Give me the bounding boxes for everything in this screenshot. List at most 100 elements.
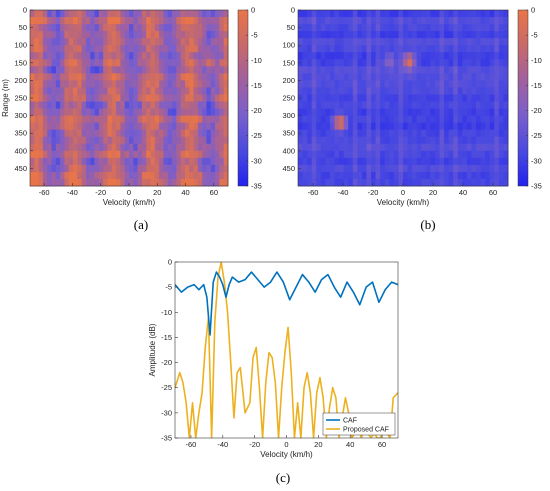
heatmap-cell (393, 73, 399, 81)
heatmap-cell (316, 157, 322, 166)
heatmap-cell (146, 45, 151, 53)
heatmap-cell (430, 136, 436, 145)
y-tick-label: -5 (165, 283, 172, 292)
heatmap-cell (361, 171, 367, 180)
heatmap-cell (407, 66, 413, 74)
y-tick-label: 400 (282, 146, 295, 155)
heatmap-cell (210, 136, 216, 145)
heatmap-cell (180, 38, 186, 46)
heatmap-cell (77, 73, 83, 81)
y-axis-label: Range (m) (1, 79, 10, 117)
colorbar-tick-label: 0 (531, 6, 535, 15)
heatmap-cell (343, 52, 349, 60)
heatmap-cell (434, 108, 440, 116)
heatmap-cell (307, 66, 313, 74)
heatmap-cell (30, 87, 35, 95)
heatmap-cell (393, 66, 399, 74)
heatmap-cell (90, 52, 95, 60)
heatmap-cell (485, 178, 491, 187)
heatmap-cell (51, 150, 57, 159)
heatmap-cell (430, 38, 436, 46)
legend-box (322, 412, 396, 436)
heatmap-cell (466, 178, 472, 187)
heatmap-cell (129, 66, 134, 74)
heatmap-cell (64, 73, 70, 81)
heatmap-cell (357, 80, 363, 88)
heatmap-cell (68, 80, 74, 88)
heatmap-cell (407, 122, 413, 131)
heatmap-cell (485, 164, 491, 173)
heatmap-cell (146, 101, 151, 109)
heatmap-cell (141, 59, 147, 67)
heatmap-cell (107, 108, 113, 116)
heatmap-cell (403, 66, 408, 74)
heatmap-cell (68, 66, 74, 74)
heatmap-cell (329, 66, 335, 74)
colorbar-tick-label: -15 (531, 81, 542, 90)
heatmap-cell (329, 178, 335, 187)
heatmap-cell (223, 31, 229, 39)
heatmap-cell (94, 10, 100, 18)
heatmap-cell (172, 115, 177, 124)
heatmap-cell (421, 122, 427, 131)
heatmap-cell (85, 73, 91, 81)
heatmap-cell (154, 66, 160, 74)
heatmap-cell (184, 122, 190, 131)
heatmap-cell (193, 52, 199, 60)
heatmap-cell (150, 45, 156, 53)
heatmap-cell (116, 108, 121, 116)
heatmap-cell (448, 157, 454, 166)
heatmap-cell (425, 31, 431, 39)
heatmap-cell (457, 24, 463, 32)
heatmap-cell (111, 24, 117, 32)
heatmap-cell (371, 108, 377, 116)
heatmap-cell (206, 17, 212, 25)
heatmap-cell (90, 178, 95, 187)
heatmap-cell (38, 31, 44, 39)
heatmap-cell (494, 115, 500, 124)
heatmap-cell (421, 157, 427, 166)
heatmap-cell (60, 150, 65, 159)
heatmap-cell (98, 150, 104, 159)
heatmap-cell (51, 122, 57, 131)
y-tick-label: 200 (282, 76, 295, 85)
heatmap-cell (137, 17, 143, 25)
heatmap-cell (68, 115, 74, 124)
heatmap-cell (146, 59, 151, 67)
heatmap-cell (150, 17, 156, 25)
heatmap-cell (30, 80, 35, 88)
heatmap-cell (68, 136, 74, 145)
heatmap-cell (38, 157, 44, 166)
heatmap-cell (334, 178, 340, 187)
heatmap-cell (159, 164, 164, 173)
heatmap-cell (120, 108, 126, 116)
heatmap-cell (167, 17, 173, 25)
heatmap-cell (311, 94, 317, 102)
heatmap-cell (30, 31, 35, 39)
heatmap-cell (137, 45, 143, 53)
heatmap-cell (494, 66, 500, 74)
heatmap-cell (494, 108, 500, 116)
heatmap-cell (197, 10, 203, 18)
heatmap-cell (42, 164, 48, 173)
heatmap-cell (55, 66, 61, 74)
heatmap-cell (476, 87, 482, 95)
heatmap-cell (215, 171, 220, 180)
x-tick-label: 40 (346, 440, 354, 449)
heatmap-cell (206, 108, 212, 116)
heatmap-cell (81, 136, 87, 145)
heatmap-cell (184, 150, 190, 159)
heatmap-cell (223, 17, 229, 25)
heatmap-cell (325, 87, 331, 95)
heatmap-cell (73, 150, 78, 159)
heatmap-cell (357, 143, 363, 152)
heatmap-cell (94, 45, 100, 53)
heatmap-cell (498, 45, 504, 53)
heatmap-cell (485, 10, 491, 18)
heatmap-cell (307, 178, 313, 187)
heatmap-cell (180, 136, 186, 145)
heatmap-cell (103, 150, 108, 159)
heatmap-cell (434, 17, 440, 25)
heatmap-cell (325, 10, 331, 18)
heatmap-cell (307, 45, 313, 53)
